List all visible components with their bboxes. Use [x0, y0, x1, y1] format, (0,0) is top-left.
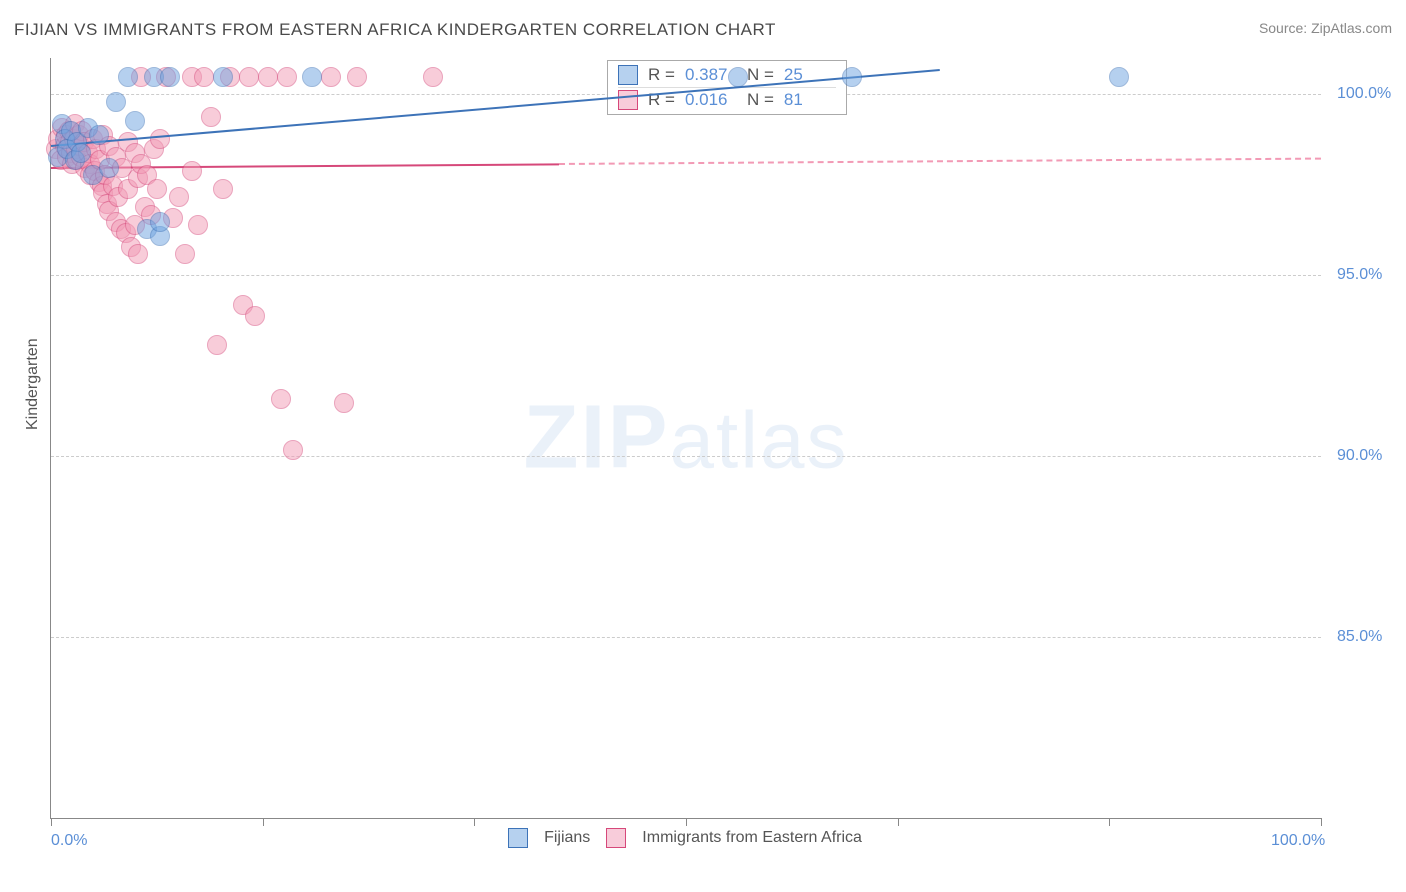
gridline-horizontal [51, 637, 1321, 638]
legend-swatch [618, 65, 638, 85]
x-tick-mark [51, 818, 52, 826]
scatter-point [302, 67, 322, 87]
scatter-point [213, 179, 233, 199]
scatter-point [334, 393, 354, 413]
scatter-point [271, 389, 291, 409]
scatter-point [169, 187, 189, 207]
gridline-horizontal [51, 456, 1321, 457]
scatter-point [125, 111, 145, 131]
scatter-point [277, 67, 297, 87]
stat-row: R =0.016N =81 [618, 87, 836, 110]
y-axis-label: Kindergarten [24, 338, 42, 430]
scatter-point [188, 215, 208, 235]
x-tick-mark [1109, 818, 1110, 826]
legend-swatch [606, 828, 626, 848]
scatter-point [150, 129, 170, 149]
scatter-point [99, 158, 119, 178]
x-tick-mark [686, 818, 687, 826]
chart-container: FIJIAN VS IMMIGRANTS FROM EASTERN AFRICA… [0, 0, 1406, 892]
watermark-bold: ZIP [524, 388, 670, 488]
scatter-point [728, 67, 748, 87]
watermark: ZIPatlas [524, 387, 849, 490]
x-tick-mark [898, 818, 899, 826]
y-tick-label: 95.0% [1337, 266, 1382, 284]
stat-n-value: 81 [784, 90, 836, 110]
source-label: Source: ZipAtlas.com [1259, 20, 1392, 36]
trend-line-dashed [559, 158, 1321, 165]
scatter-point [89, 125, 109, 145]
x-tick-mark [1321, 818, 1322, 826]
y-tick-label: 100.0% [1337, 85, 1391, 103]
scatter-point [160, 67, 180, 87]
scatter-point [147, 179, 167, 199]
legend-label: Fijians [544, 829, 590, 847]
y-tick-label: 85.0% [1337, 628, 1382, 646]
legend-swatch [508, 828, 528, 848]
scatter-point [128, 244, 148, 264]
scatter-point [182, 161, 202, 181]
scatter-point [207, 335, 227, 355]
legend-swatch [618, 90, 638, 110]
scatter-point [423, 67, 443, 87]
scatter-point [194, 67, 214, 87]
scatter-point [842, 67, 862, 87]
x-tick-mark [474, 818, 475, 826]
gridline-horizontal [51, 275, 1321, 276]
plot-area: ZIPatlas 85.0%90.0%95.0%100.0%0.0%100.0%… [50, 58, 1321, 819]
scatter-point [245, 306, 265, 326]
scatter-point [321, 67, 341, 87]
scatter-point [347, 67, 367, 87]
scatter-point [150, 212, 170, 232]
watermark-rest: atlas [670, 396, 849, 485]
stat-r-label: R = [648, 65, 675, 85]
scatter-point [239, 67, 259, 87]
scatter-point [106, 92, 126, 112]
scatter-point [201, 107, 221, 127]
y-tick-label: 90.0% [1337, 447, 1382, 465]
stat-n-label: N = [747, 90, 774, 110]
stat-r-value: 0.016 [685, 90, 737, 110]
scatter-point [1109, 67, 1129, 87]
scatter-point [258, 67, 278, 87]
chart-title: FIJIAN VS IMMIGRANTS FROM EASTERN AFRICA… [14, 20, 776, 40]
stat-n-label: N = [747, 65, 774, 85]
scatter-point [175, 244, 195, 264]
legend-label: Immigrants from Eastern Africa [642, 829, 862, 847]
legend: Fijians Immigrants from Eastern Africa [50, 828, 1320, 848]
x-tick-mark [263, 818, 264, 826]
